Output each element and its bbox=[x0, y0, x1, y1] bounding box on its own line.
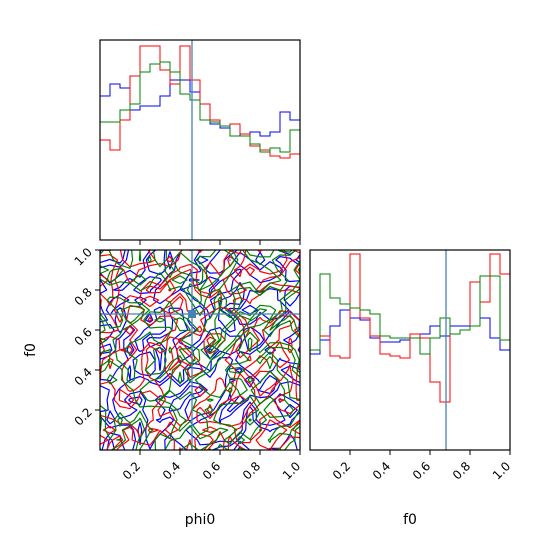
contour-series-2-level-1 bbox=[100, 250, 300, 450]
hist-f0-series-0 bbox=[310, 309, 510, 450]
truth-marker bbox=[188, 310, 196, 318]
tick-label-right-x: 0.4 bbox=[370, 459, 393, 482]
contour-series-1-level-0 bbox=[100, 250, 300, 450]
tick-label-joint-y: 0.4 bbox=[72, 365, 95, 388]
tick-label-right-x: 0.6 bbox=[410, 459, 433, 482]
tick-label-right-x: 0.8 bbox=[450, 459, 473, 482]
tick-label-right-x: 1.0 bbox=[490, 459, 513, 482]
tick-label-joint-y: 0.8 bbox=[72, 285, 95, 308]
tick-label-joint-y: 1.0 bbox=[72, 245, 95, 268]
hist-phi0-series-1 bbox=[100, 45, 300, 240]
tick-label-joint-y: 0.2 bbox=[72, 405, 95, 428]
panel-frame-joint bbox=[99, 249, 301, 451]
tick-label-joint-x: 0.2 bbox=[120, 459, 143, 482]
panel-frame-top bbox=[99, 39, 301, 241]
tick-label-joint-x: 0.8 bbox=[240, 459, 263, 482]
x-axis-label-phi0: phi0 bbox=[185, 512, 216, 528]
tick-label-joint-x: 1.0 bbox=[280, 459, 303, 482]
x-axis-label-f0: f0 bbox=[403, 512, 417, 528]
hist-f0-series-2 bbox=[310, 273, 510, 450]
panel-frame-right bbox=[309, 249, 511, 451]
y-axis-label-f0: f0 bbox=[23, 343, 39, 357]
tick-label-right-x: 0.2 bbox=[330, 459, 353, 482]
tick-label-joint-y: 0.6 bbox=[72, 325, 95, 348]
tick-label-joint-x: 0.6 bbox=[200, 459, 223, 482]
hist-phi0-series-2 bbox=[100, 61, 300, 240]
tick-label-joint-x: 0.4 bbox=[160, 459, 183, 482]
